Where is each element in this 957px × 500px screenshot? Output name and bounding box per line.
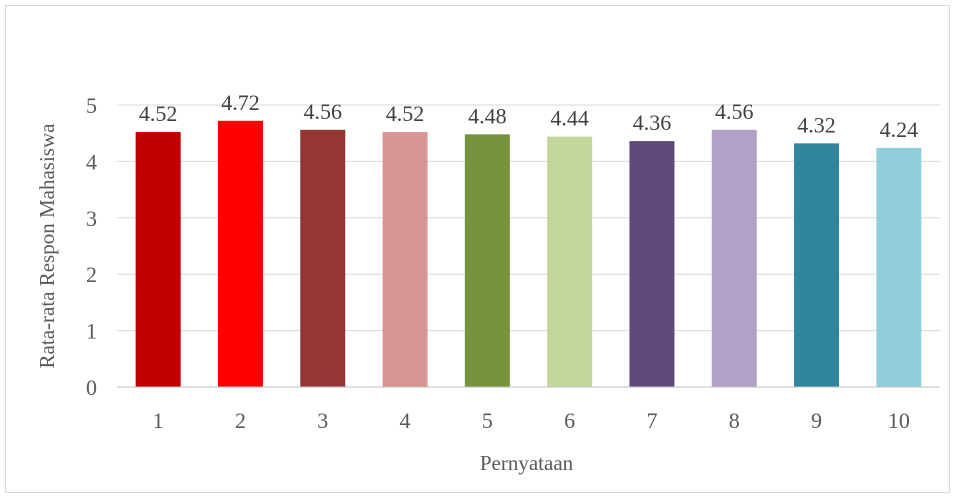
y-tick-label: 1 [86, 319, 97, 344]
x-tick-label: 9 [811, 408, 822, 433]
x-axis-categories: 1 2 3 4 5 6 7 8 9 10 [153, 408, 910, 433]
x-tick-label: 1 [153, 408, 164, 433]
data-label: 4.32 [797, 112, 836, 137]
bar [300, 129, 346, 388]
bar [464, 134, 510, 387]
bar [876, 147, 922, 387]
y-tick-label: 2 [86, 262, 97, 287]
y-axis-ticks: 0 1 2 3 4 5 [86, 93, 97, 400]
bar [547, 136, 593, 387]
bar [217, 120, 263, 388]
y-tick-label: 3 [86, 206, 97, 231]
data-label: 4.44 [550, 106, 589, 131]
data-label: 4.24 [880, 117, 919, 142]
data-label: 4.72 [221, 90, 260, 115]
y-axis-title: Rata-rata Respon Mahasiswa [35, 123, 59, 369]
data-label: 4.56 [304, 99, 343, 124]
y-tick-label: 0 [86, 375, 97, 400]
x-tick-label: 6 [564, 408, 575, 433]
data-label: 4.52 [139, 101, 178, 126]
bar [629, 141, 675, 387]
y-tick-label: 4 [86, 149, 97, 174]
x-tick-label: 5 [482, 408, 493, 433]
bar [135, 132, 181, 387]
x-tick-label: 7 [646, 408, 657, 433]
bars [135, 120, 922, 388]
x-tick-label: 3 [317, 408, 328, 433]
data-label: 4.36 [633, 110, 672, 135]
y-tick-label: 5 [86, 93, 97, 118]
data-label: 4.48 [468, 103, 507, 128]
x-tick-label: 10 [888, 408, 910, 433]
bar [711, 129, 757, 388]
x-axis-title: Pernyataan [480, 451, 574, 475]
bar [794, 143, 840, 387]
data-label: 4.52 [386, 101, 425, 126]
data-label: 4.56 [715, 99, 754, 124]
bar [382, 132, 428, 387]
data-labels: 4.52 4.72 4.56 4.52 4.48 4.44 4.36 4.56 4.32 4.24 [139, 90, 918, 142]
x-tick-label: 8 [729, 408, 740, 433]
x-tick-label: 2 [235, 408, 246, 433]
x-tick-label: 4 [400, 408, 411, 433]
